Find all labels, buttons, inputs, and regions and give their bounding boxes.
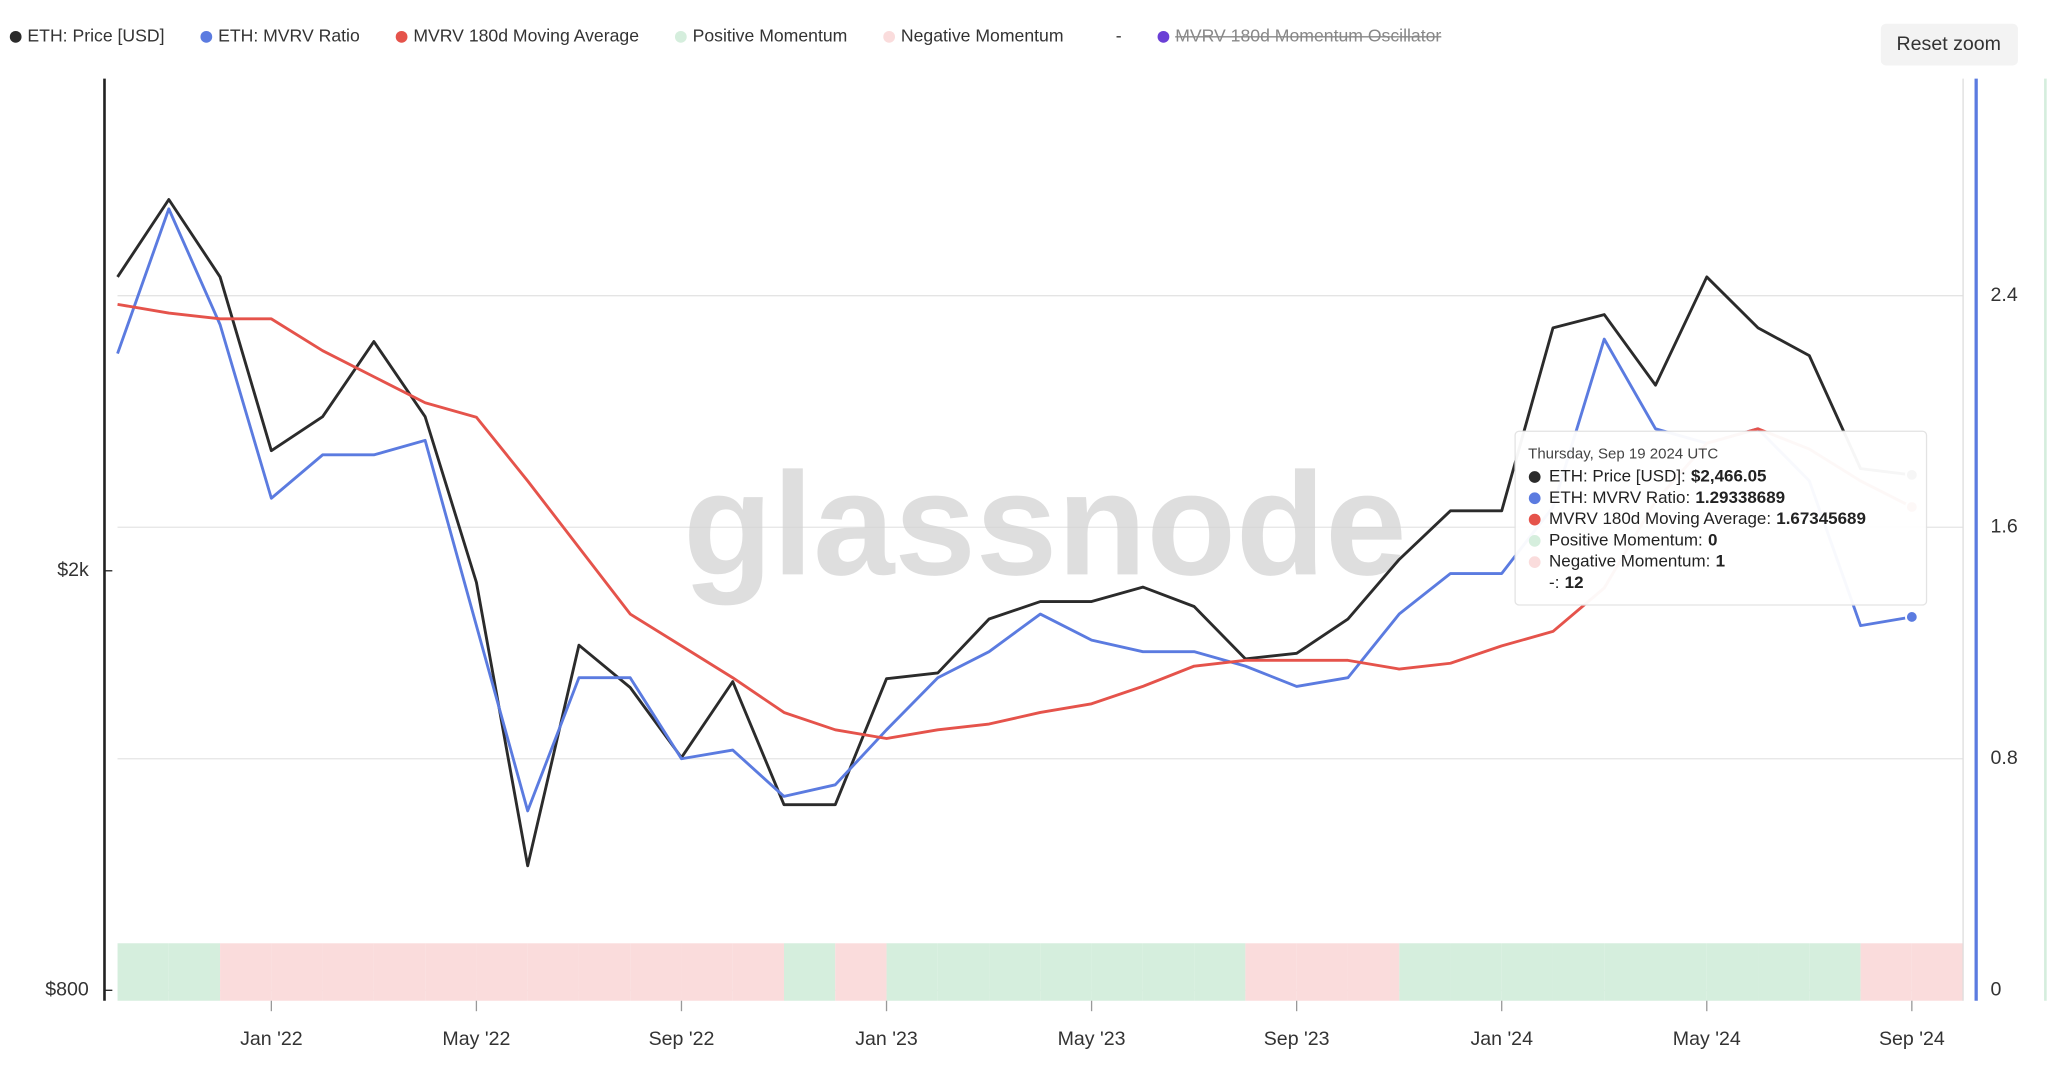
momentum-bands <box>117 943 1964 1001</box>
legend-dot <box>9 30 22 43</box>
legend-label[interactable]: MVRV 180d Moving Average <box>413 25 639 45</box>
button-label[interactable]: Reset zoom <box>1897 33 2001 55</box>
tooltip-value: 1.67345689 <box>1776 509 1866 528</box>
momentum-band <box>322 943 374 1001</box>
grid <box>117 295 1964 991</box>
momentum-band <box>989 943 1041 1001</box>
tooltip-value: 1 <box>1716 552 1725 571</box>
tooltip: Thursday, Sep 19 2024 UTC ETH: Price [USD… <box>1514 430 1928 606</box>
y-tick-label: $2k <box>57 559 89 581</box>
tooltip-value: 12 <box>1565 573 1584 592</box>
tooltip-date: Thursday, Sep 19 2024 UTC <box>1528 446 1718 463</box>
momentum-band <box>1142 943 1195 1001</box>
tooltip-box <box>1514 430 1928 606</box>
x-tick-label: Sep '23 <box>1264 1028 1330 1050</box>
momentum-band <box>1347 943 1400 1001</box>
y2-tick-label: 0 <box>1991 978 2002 1000</box>
x-tick-label: May '23 <box>1058 1028 1126 1050</box>
x-tick-label: Sep '22 <box>649 1028 715 1050</box>
tooltip-label: ETH: Price [USD]: <box>1549 466 1686 485</box>
momentum-band <box>886 943 938 1001</box>
series-line <box>116 207 1913 813</box>
momentum-band <box>1809 943 1861 1001</box>
lines <box>116 198 1919 868</box>
tooltip-value: 1.29338689 <box>1695 488 1785 507</box>
momentum-band <box>1450 943 1502 1001</box>
hover-marker <box>1904 610 1919 624</box>
legend-label[interactable]: - <box>1116 25 1122 45</box>
tooltip-label: MVRV 180d Moving Average: <box>1549 509 1771 528</box>
tooltip-label: Positive Momentum: <box>1549 530 1703 549</box>
legend-dot <box>200 30 213 43</box>
momentum-band <box>168 943 221 1001</box>
x-tick-label: Sep '24 <box>1879 1028 1945 1050</box>
momentum-band <box>1706 943 1759 1001</box>
tooltip-value: $2,466.05 <box>1691 466 1767 485</box>
x-tick-label: Jan '22 <box>240 1028 303 1050</box>
button-bg[interactable] <box>1880 23 2018 66</box>
x-tick-label: May '24 <box>1673 1028 1741 1050</box>
series-line <box>116 198 1913 868</box>
tooltip-dot <box>1528 492 1541 505</box>
watermark: glassnode <box>683 442 1406 605</box>
momentum-band <box>835 943 887 1001</box>
legend-dot <box>1157 30 1170 43</box>
legend-label[interactable]: Negative Momentum <box>901 25 1064 45</box>
legend-dot <box>395 30 408 43</box>
momentum-band <box>1194 943 1246 1001</box>
momentum-band <box>1860 943 1912 1001</box>
momentum-band <box>1245 943 1297 1001</box>
momentum-band <box>1552 943 1605 1001</box>
momentum-band <box>784 943 836 1001</box>
momentum-band <box>1604 943 1656 1001</box>
tooltip-dot <box>1528 556 1541 569</box>
momentum-band <box>373 943 426 1001</box>
y2-tick-label: 1.6 <box>1991 515 2018 537</box>
momentum-band <box>117 943 169 1001</box>
momentum-band <box>1758 943 1810 1001</box>
momentum-band <box>732 943 784 1001</box>
ticks: $800 $2k 0 0.8 1.6 2.4 Jan '22 May '22 Sep '22 Ja… <box>45 284 2018 1050</box>
tooltip-label: ETH: MVRV Ratio: <box>1549 488 1690 507</box>
legend-dot <box>883 30 896 43</box>
tooltip-dot <box>1528 534 1541 547</box>
momentum-band <box>937 943 990 1001</box>
x-tick-label: Jan '24 <box>1470 1028 1533 1050</box>
momentum-band <box>681 943 733 1001</box>
legend-label[interactable]: Positive Momentum <box>693 25 848 45</box>
legend-label[interactable]: ETH: MVRV Ratio <box>218 25 360 45</box>
x-tick-label: Jan '23 <box>855 1028 918 1050</box>
momentum-band <box>527 943 579 1001</box>
momentum-band <box>578 943 631 1001</box>
momentum-band <box>1091 943 1143 1001</box>
momentum-band <box>630 943 682 1001</box>
tooltip-dot <box>1528 471 1541 483</box>
legend-label[interactable]: ETH: Price [USD] <box>27 25 164 45</box>
legend: ETH: Price [USD] ETH: MVRV Ratio MVRV 180d… <box>9 25 1441 45</box>
tooltip-value: 0 <box>1708 530 1717 549</box>
momentum-band <box>1501 943 1553 1001</box>
momentum-band <box>1911 943 1964 1001</box>
x-tick-label: May '22 <box>442 1028 510 1050</box>
y2-tick-label: 0.8 <box>1991 747 2018 769</box>
tooltip-label: Negative Momentum: <box>1549 552 1710 571</box>
momentum-band <box>425 943 477 1001</box>
y-tick-label: $800 <box>45 978 89 1000</box>
momentum-band <box>220 943 272 1001</box>
tooltip-dot <box>1528 513 1541 526</box>
y2-tick-label: 2.4 <box>1991 284 2018 306</box>
momentum-band <box>1655 943 1707 1001</box>
momentum-band <box>271 943 323 1001</box>
reset-zoom-button[interactable]: Reset zoom <box>1880 23 2018 66</box>
legend-label[interactable]: MVRV 180d Momentum Oscillator <box>1175 25 1441 45</box>
momentum-band <box>1399 943 1451 1001</box>
momentum-band <box>1296 943 1348 1001</box>
legend-dot <box>674 30 687 43</box>
tooltip-label: -: <box>1549 573 1559 592</box>
momentum-band <box>1040 943 1092 1001</box>
momentum-band <box>476 943 528 1001</box>
